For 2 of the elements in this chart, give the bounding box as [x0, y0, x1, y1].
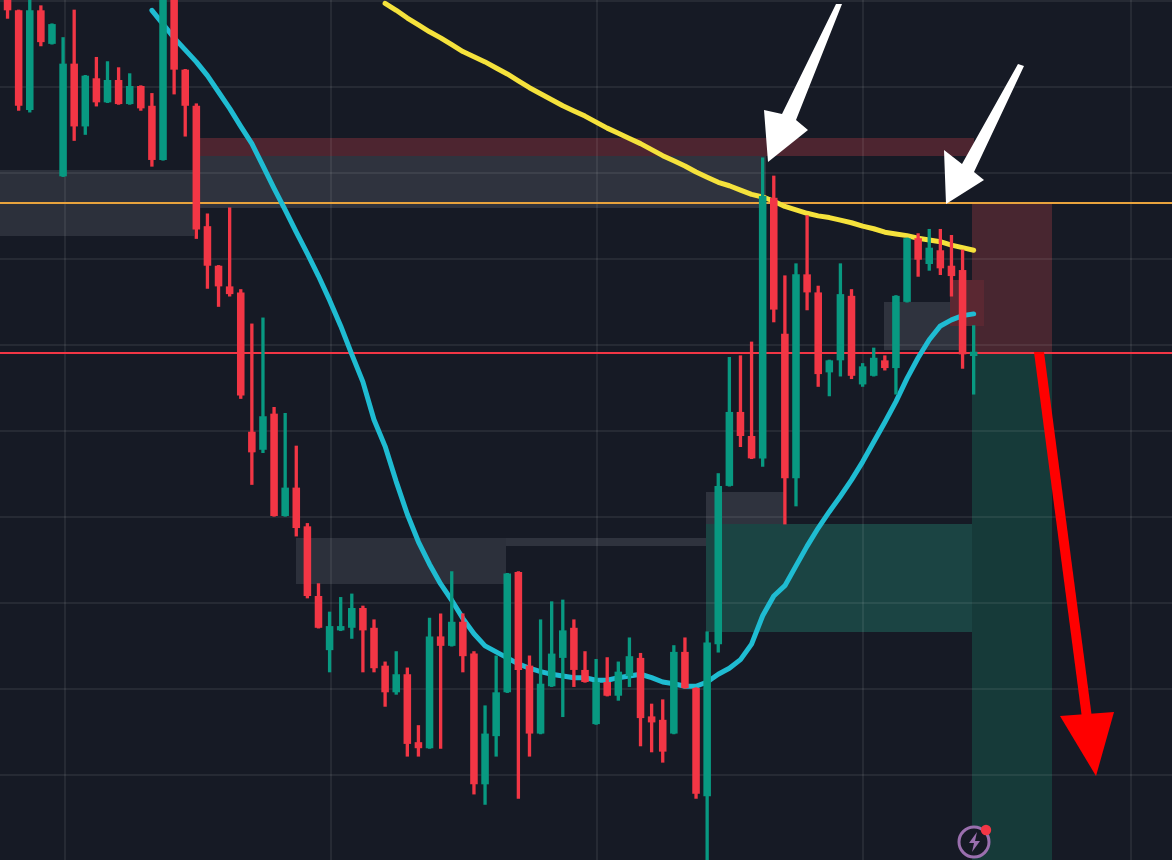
candlestick [259, 317, 267, 454]
candlestick [803, 215, 811, 311]
